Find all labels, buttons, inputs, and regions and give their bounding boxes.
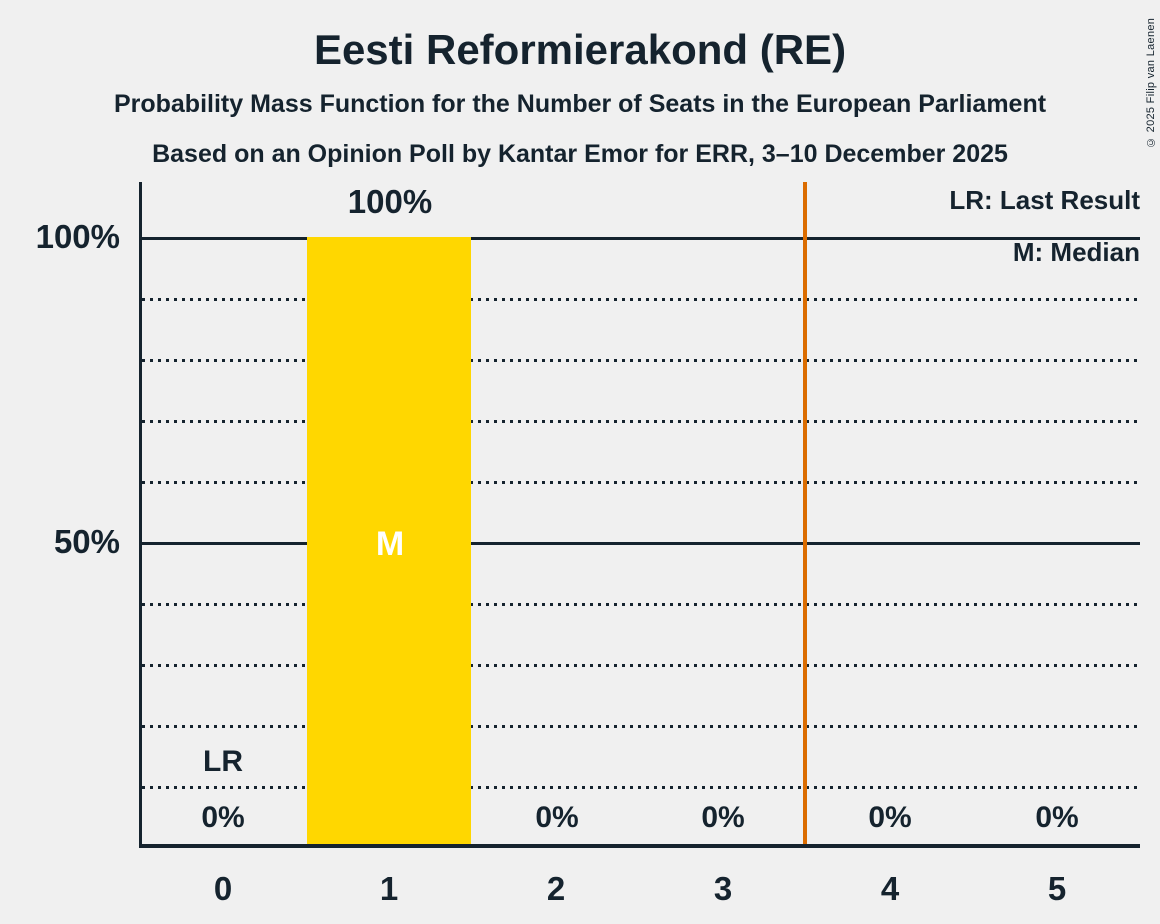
xtick-0: 0: [213, 870, 233, 907]
gridline-80: [142, 359, 1140, 362]
gridline-100: [142, 237, 1140, 240]
gridline-10: [142, 786, 1140, 789]
bar-seat-1: [307, 237, 471, 844]
legend-median: M: Median: [1012, 237, 1140, 267]
chart-title: Eesti Reformierakond (RE): [313, 26, 847, 73]
chart-subtitle: Probability Mass Function for the Number…: [113, 90, 1047, 118]
ytick-100: 100%: [35, 218, 120, 255]
gridline-40: [142, 603, 1140, 606]
median-marker: M: [375, 525, 405, 563]
plot-area: 100% M LR 0% 0% 0% 0% 0%: [139, 182, 1140, 848]
legend-last-result: LR: Last Result: [949, 185, 1140, 215]
chart-source-line: Based on an Opinion Poll by Kantar Emor …: [152, 140, 1008, 168]
xtick-1: 1: [379, 870, 399, 907]
gridline-20: [142, 725, 1140, 728]
bar-value-label-seat-5: 0%: [1035, 801, 1079, 834]
xtick-3: 3: [713, 870, 733, 907]
xtick-2: 2: [546, 870, 566, 907]
last-result-marker: LR: [203, 745, 243, 778]
majority-threshold-line: [803, 182, 807, 844]
xtick-4: 4: [880, 870, 900, 907]
bar-value-label-seat-2: 0%: [535, 801, 579, 834]
gridline-90: [142, 298, 1140, 301]
gridline-30: [142, 664, 1140, 667]
copyright-notice: © 2025 Filip van Laenen: [1145, 17, 1157, 148]
bar-value-label-seat-4: 0%: [868, 801, 912, 834]
bar-value-label-seat-3: 0%: [701, 801, 745, 834]
ytick-50: 50%: [53, 523, 120, 560]
gridline-50: [142, 542, 1140, 545]
bar-value-label-seat-1: 100%: [347, 183, 433, 220]
gridline-60: [142, 481, 1140, 484]
xtick-5: 5: [1047, 870, 1067, 907]
gridline-70: [142, 420, 1140, 423]
bar-value-label-seat-0: 0%: [201, 801, 245, 834]
